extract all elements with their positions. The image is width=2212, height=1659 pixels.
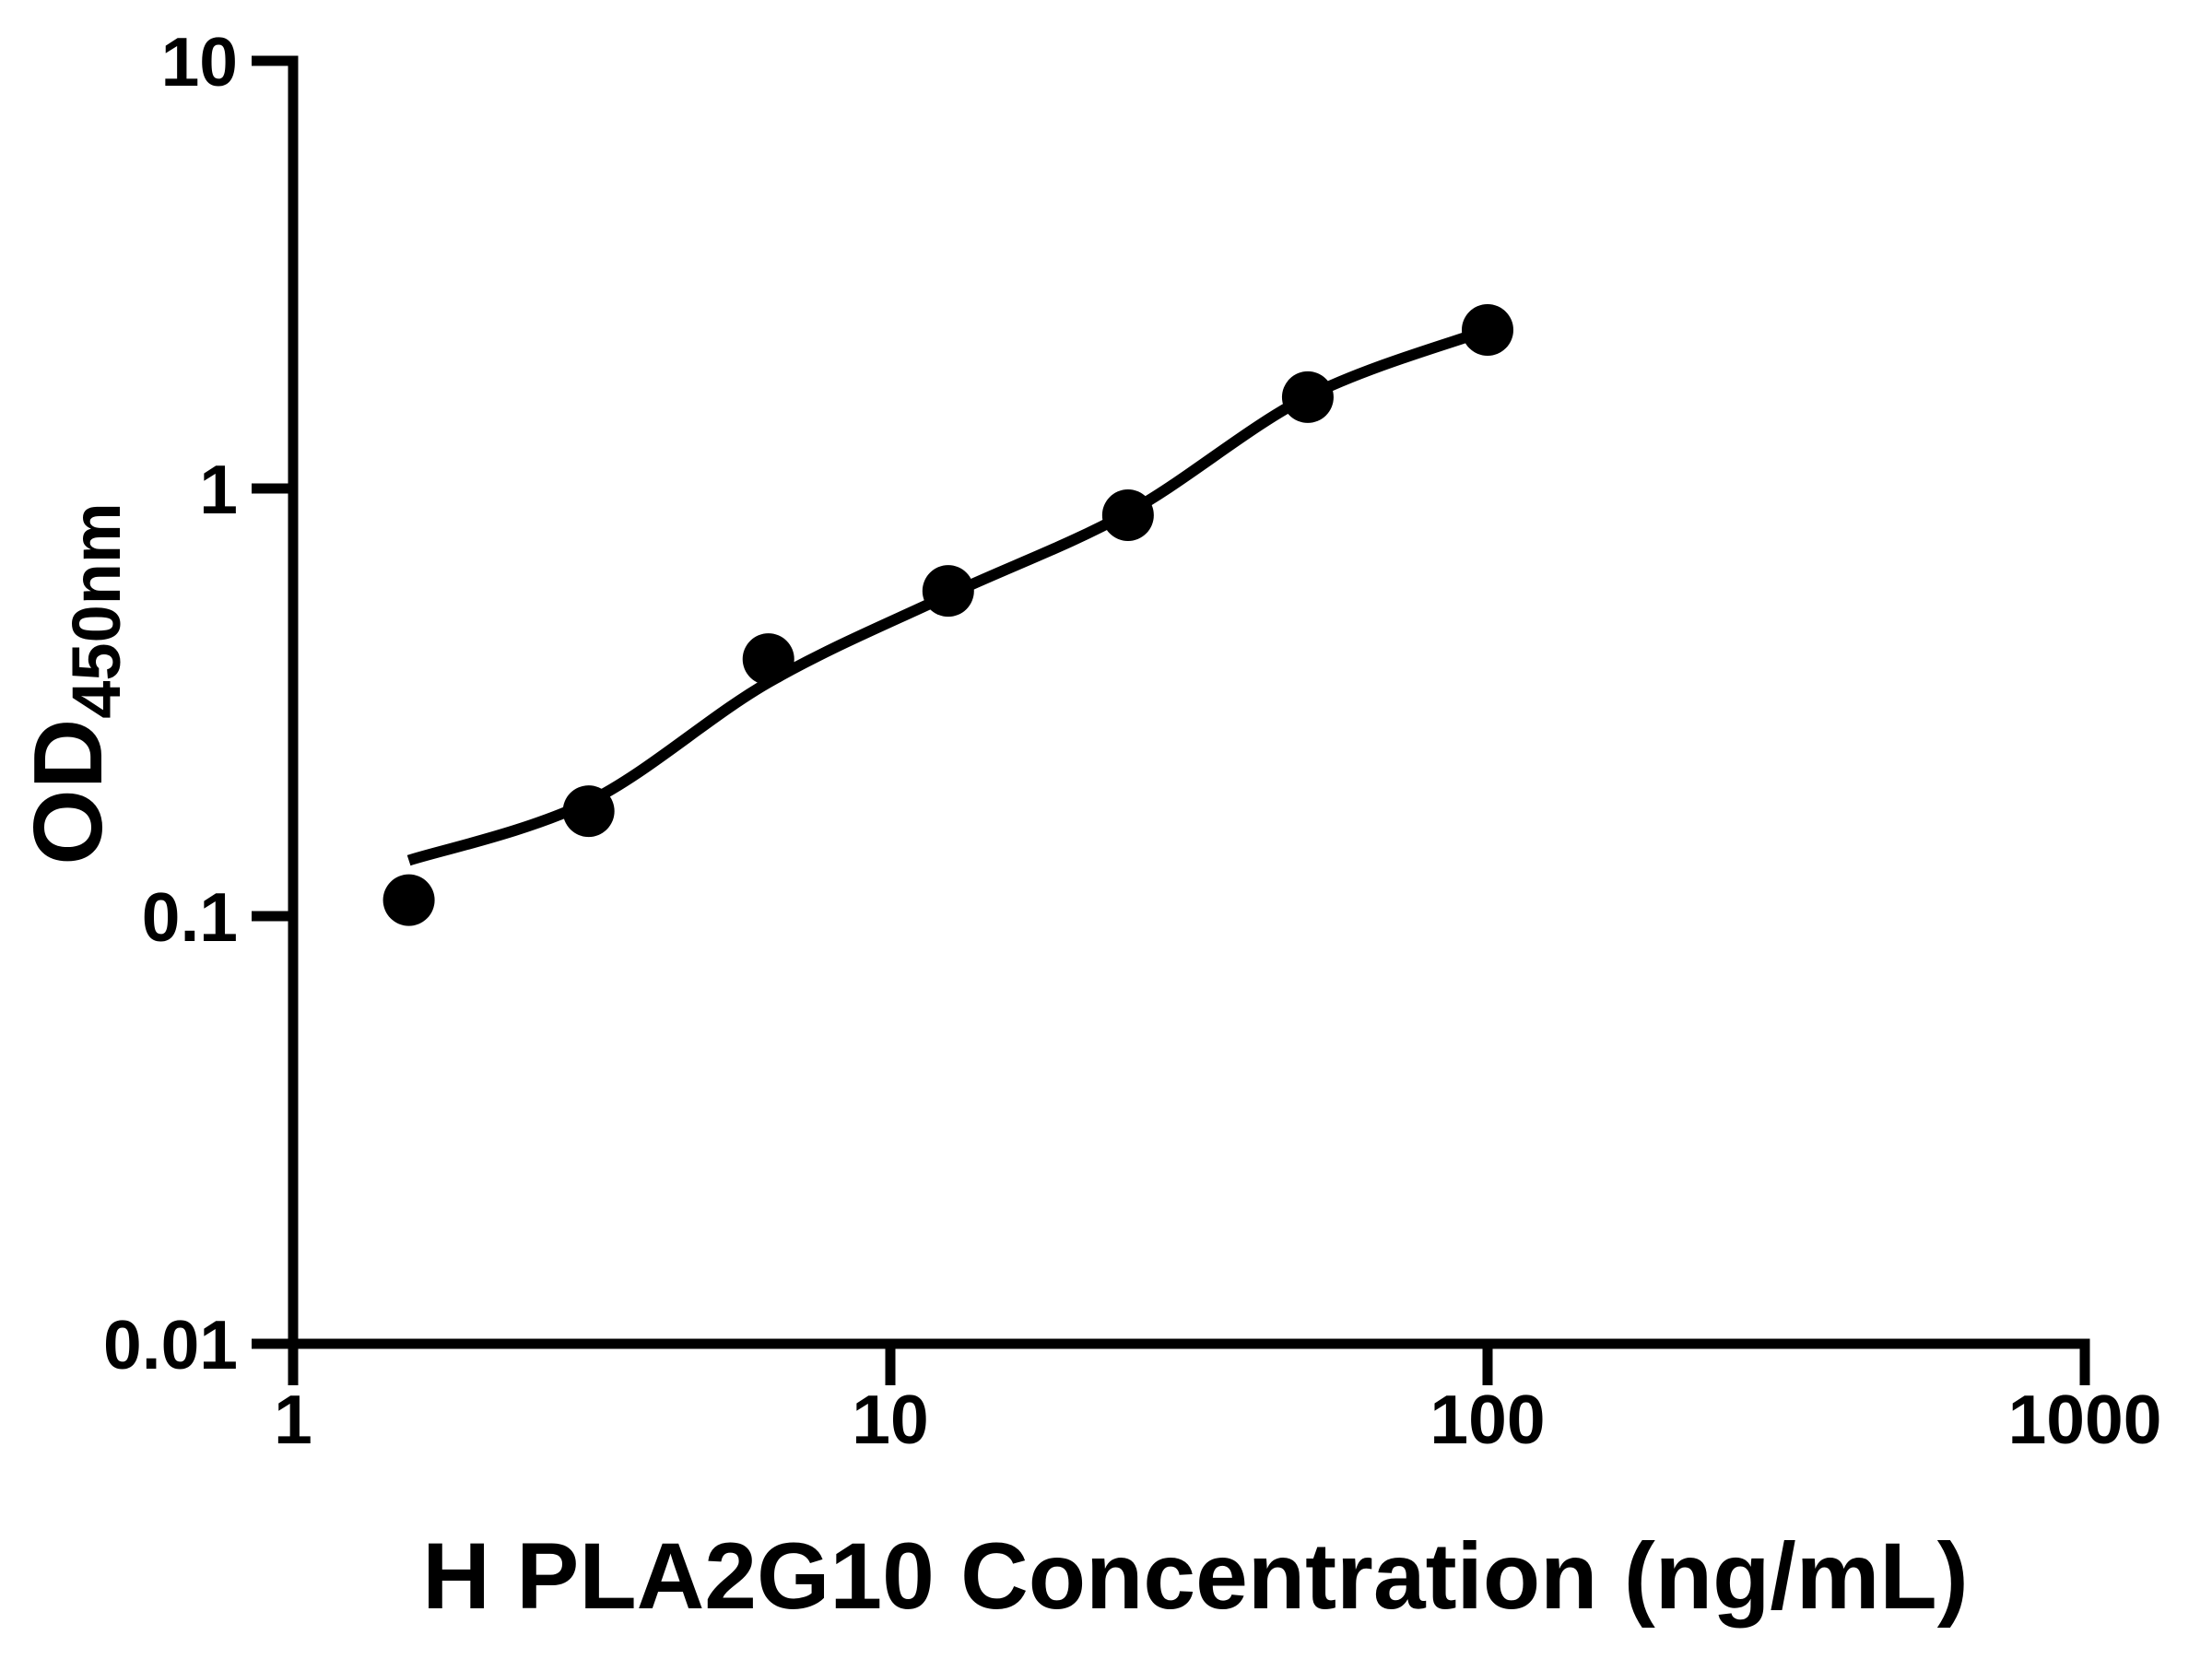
y-axis-title-subscript: 450nm <box>58 502 135 719</box>
y-axis-title: OD450nm <box>13 500 135 868</box>
x-tick-label: 1 <box>274 1381 312 1458</box>
x-tick-label: 10 <box>852 1381 928 1458</box>
y-axis-title-main: OD <box>14 718 123 865</box>
data-point <box>742 633 794 686</box>
y-tick-label: 0.1 <box>142 878 238 956</box>
data-point <box>562 785 615 838</box>
data-point <box>922 565 974 618</box>
x-axis-title: H PLA2G10 Concentration (ng/mL) <box>422 1524 1969 1629</box>
data-point <box>1462 303 1513 356</box>
data-point <box>1101 488 1154 541</box>
y-tick-label: 0.01 <box>103 1306 238 1383</box>
x-tick-label: 1000 <box>2008 1381 2162 1458</box>
y-tick-label: 1 <box>199 451 238 528</box>
y-tick-label: 10 <box>161 23 238 100</box>
data-point <box>1281 371 1334 423</box>
x-tick-label: 100 <box>1430 1381 1545 1458</box>
data-point <box>382 874 435 926</box>
